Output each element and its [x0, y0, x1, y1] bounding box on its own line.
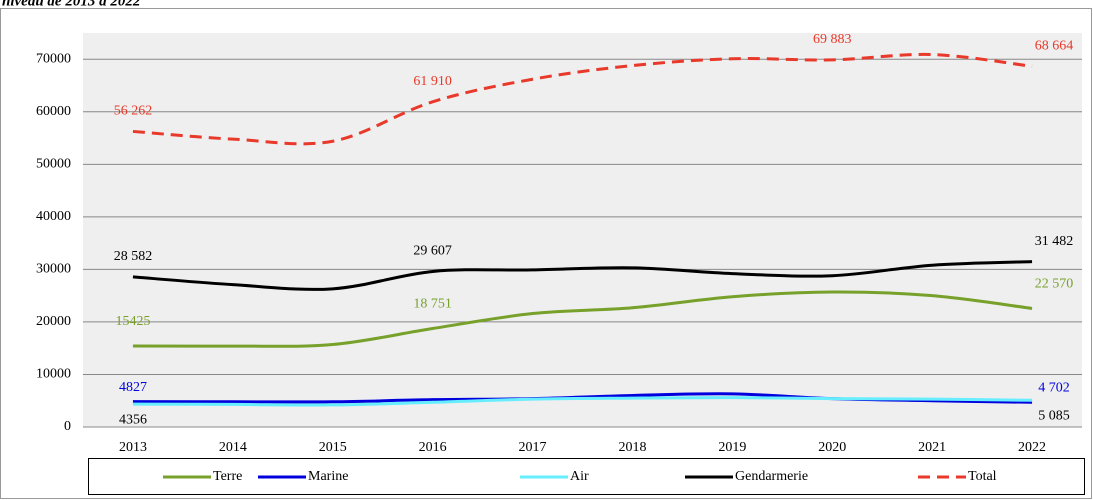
x-tick-label: 2022	[1018, 440, 1046, 455]
data-label: 69 883	[813, 32, 852, 47]
data-label: 31 482	[1035, 234, 1074, 249]
y-tick-label: 20000	[36, 314, 71, 329]
x-tick-label: 2019	[718, 440, 746, 455]
y-tick-label: 10000	[36, 367, 71, 382]
series-line	[132, 260, 1033, 291]
data-label: 4356	[119, 412, 147, 427]
x-tick-label: 2017	[519, 440, 547, 455]
y-tick-label: 40000	[36, 209, 71, 224]
y-tick-label: 30000	[36, 262, 71, 277]
series-line	[132, 290, 1033, 348]
data-label: 61 910	[413, 74, 452, 89]
series-line	[132, 52, 1033, 146]
x-tick-label: 2014	[219, 440, 247, 455]
x-tick-label: 2020	[818, 440, 846, 455]
legend-label: Air	[570, 469, 589, 484]
legend-label: Gendarmerie	[735, 469, 808, 484]
data-label: 4 702	[1038, 381, 1070, 396]
x-tick-label: 2013	[119, 440, 147, 455]
y-tick-label: 70000	[36, 51, 71, 66]
data-label: 4827	[119, 380, 147, 395]
x-tick-label: 2015	[319, 440, 347, 455]
y-tick-label: 50000	[36, 157, 71, 172]
x-tick-label: 2021	[918, 440, 946, 455]
x-tick-label: 2018	[618, 440, 646, 455]
data-label: 15425	[115, 314, 150, 329]
data-label: 22 570	[1035, 277, 1074, 292]
y-tick-label: 60000	[36, 104, 71, 119]
plot-area	[83, 33, 1082, 427]
legend-label: Marine	[308, 469, 348, 484]
data-label: 29 607	[413, 244, 452, 259]
series-line	[132, 396, 1033, 407]
data-label: 68 664	[1035, 39, 1074, 54]
x-tick-label: 2016	[419, 440, 447, 455]
data-label: 56 262	[114, 104, 153, 119]
data-label: 28 582	[114, 249, 153, 264]
legend-label: Terre	[213, 469, 242, 484]
chart-title: niveau de 2013 à 2022	[2, 0, 141, 9]
y-tick-label: 0	[64, 419, 71, 434]
data-label: 18 751	[413, 297, 452, 312]
legend-label: Total	[968, 469, 997, 484]
data-label: 5 085	[1038, 409, 1070, 424]
